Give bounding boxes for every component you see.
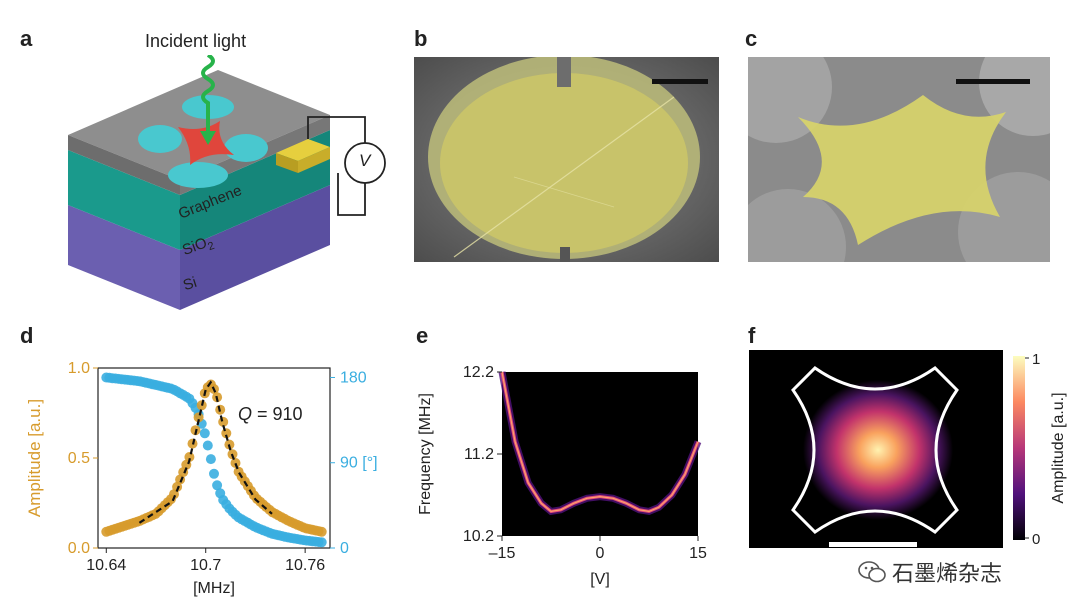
phase-point xyxy=(316,537,327,548)
si-layer-side xyxy=(180,185,330,310)
panel-letter-c: c xyxy=(745,26,758,51)
watermark: 石墨烯杂志 xyxy=(858,556,1002,588)
y-tick-label-left-d: 0.5 xyxy=(68,450,90,467)
colorbar xyxy=(1013,356,1025,540)
panel-letter-f: f xyxy=(748,323,756,348)
incident-light-label: Incident light xyxy=(145,31,247,51)
light-arrowhead xyxy=(200,131,216,145)
y-tick-label-left-d: 0.0 xyxy=(68,540,90,557)
resonance-plot: 10.64 10.7 10.76 0.0 0.5 1.0 0 90 [°] 180 [MHz] Am… xyxy=(25,360,378,597)
scale-bar-b xyxy=(652,79,708,84)
wire-bottom xyxy=(337,173,366,216)
x-tick-label-e: 0 xyxy=(596,545,605,562)
membrane-wrinkle xyxy=(453,96,675,258)
drum-highlight xyxy=(440,73,688,253)
phase-point xyxy=(202,440,213,451)
amplitude-point xyxy=(316,526,327,537)
wechat-icon xyxy=(858,561,886,583)
membrane-outline xyxy=(791,366,959,534)
phase-point xyxy=(205,454,216,465)
frequency-tuning-map: –15 0 15 10.2 11.2 12.2 [V] Frequency [MHz] xyxy=(417,364,707,588)
panel-letter-d: d xyxy=(20,323,34,348)
voltmeter xyxy=(344,142,386,184)
colorbar-label: Amplitude [a.u.] xyxy=(1050,392,1067,503)
gold-contact-top xyxy=(276,139,330,161)
x-axis-label-d: [MHz] xyxy=(193,580,235,597)
q-factor-value: = 910 xyxy=(252,404,303,424)
y-axis-label-e: Frequency [MHz] xyxy=(417,393,434,515)
hole-bottom xyxy=(168,162,228,188)
membrane-wrinkle-2 xyxy=(513,176,615,208)
red-membrane xyxy=(178,121,234,165)
y-axis-label-left-d: Amplitude [a.u.] xyxy=(25,399,44,517)
watermark-text: 石墨烯杂志 xyxy=(892,562,1003,587)
phase-point xyxy=(199,428,210,439)
x-tick-label-d: 10.64 xyxy=(86,557,126,574)
graphene-edge-front xyxy=(68,135,180,195)
panel-letter-a: a xyxy=(20,26,33,51)
y-tick-label-right-d: 90 [°] xyxy=(340,455,378,472)
x-tick-label-d: 10.7 xyxy=(190,557,221,574)
y-tick-label-e: 12.2 xyxy=(463,364,494,381)
y-tick-label-right-d: 0 xyxy=(340,540,349,557)
x-tick-label-d: 10.76 xyxy=(285,557,325,574)
wire-top xyxy=(307,116,366,143)
hole-right xyxy=(224,134,268,162)
heatmap-background xyxy=(502,372,698,536)
y-tick-label-e: 10.2 xyxy=(463,528,494,545)
colorbar-tick-1: 1 xyxy=(1032,351,1040,368)
x-axis-label-e: [V] xyxy=(590,571,610,588)
panel-letter-b: b xyxy=(414,26,428,51)
trench-bottom xyxy=(560,247,570,262)
drum-membrane xyxy=(440,73,688,253)
gold-contact-front xyxy=(276,153,298,173)
voltmeter-label: V xyxy=(359,151,371,170)
graphene-top xyxy=(68,70,330,180)
mode-glow xyxy=(803,380,953,520)
trench-top xyxy=(557,57,571,87)
device-schematic xyxy=(68,55,386,310)
ridge-core xyxy=(501,371,699,513)
amplitude-point xyxy=(230,458,241,468)
scale-bar-c xyxy=(956,79,1030,84)
hole-bl xyxy=(748,189,846,262)
panel-letter-e: e xyxy=(416,323,429,348)
y-tick-label-e: 11.2 xyxy=(464,446,494,463)
amplitude-point xyxy=(184,452,195,462)
hole-left xyxy=(138,125,182,153)
mode-shape-map: 1 0 Amplitude [a.u.] xyxy=(749,350,1067,548)
q-factor-annotation: Q = 910 xyxy=(238,404,303,424)
phase-point xyxy=(212,480,223,491)
lorentzian-fit-line xyxy=(138,380,273,524)
sio2-layer-front xyxy=(68,150,180,250)
sem-image-cross-drum xyxy=(748,57,1050,262)
y-tick-label-left-d: 1.0 xyxy=(68,360,90,377)
phase-point xyxy=(209,468,219,479)
x-tick-label-e: 15 xyxy=(689,545,707,562)
scale-bar-f xyxy=(829,542,917,547)
amplitude-point xyxy=(193,412,204,423)
colorbar-tick-0: 0 xyxy=(1032,531,1040,548)
q-factor-symbol: Q xyxy=(238,404,252,424)
si-layer-front xyxy=(68,205,180,310)
incident-light-wave xyxy=(201,55,215,131)
gold-contact-side xyxy=(298,147,330,173)
x-tick-label-e: –15 xyxy=(489,545,516,562)
sem-image-circular-drum xyxy=(414,57,719,262)
hole-tl xyxy=(748,57,832,143)
y-tick-label-right-d: 180 xyxy=(340,369,367,386)
cross-membrane xyxy=(798,95,1006,245)
